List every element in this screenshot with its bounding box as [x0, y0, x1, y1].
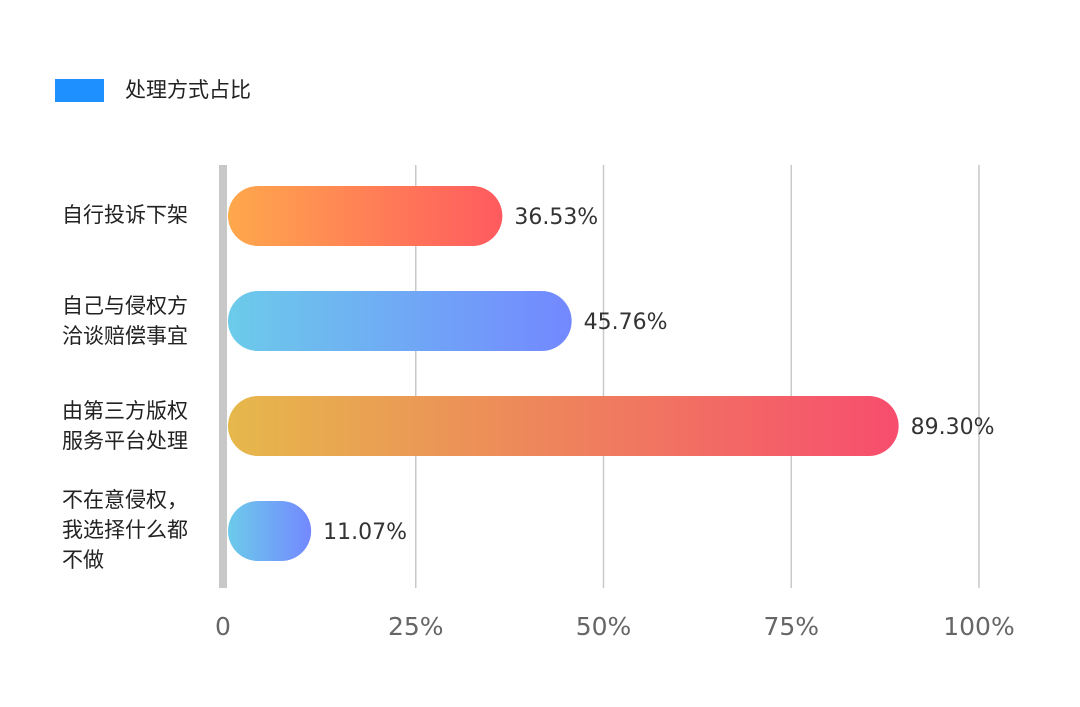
x-tick-label: 75%	[763, 612, 819, 641]
bar	[228, 186, 503, 246]
category-label-3: 由第三方版权 服务平台处理	[62, 399, 188, 453]
bar-value-label: 11.07%	[323, 520, 407, 545]
category-label-2: 自己与侵权方 洽谈赔偿事宜	[62, 294, 188, 348]
category-label-4: 不在意侵权， 我选择什么都 不做	[62, 488, 188, 572]
legend-swatch	[55, 78, 104, 102]
x-tick-label: 100%	[943, 612, 1014, 641]
legend-label: 处理方式占比	[125, 78, 251, 102]
bar-value-label: 36.53%	[514, 205, 598, 230]
bar	[228, 501, 312, 561]
y-axis-line	[219, 165, 227, 588]
bar	[228, 291, 572, 351]
bar-value-label: 89.30%	[911, 415, 995, 440]
category-label-1: 自行投诉下架	[62, 203, 188, 227]
bar-value-label: 45.76%	[584, 310, 668, 335]
legend: 处理方式占比	[55, 78, 251, 102]
x-tick-label: 50%	[576, 612, 632, 641]
x-tick-label: 0	[215, 612, 231, 641]
bar	[228, 396, 899, 456]
x-tick-label: 25%	[388, 612, 444, 641]
